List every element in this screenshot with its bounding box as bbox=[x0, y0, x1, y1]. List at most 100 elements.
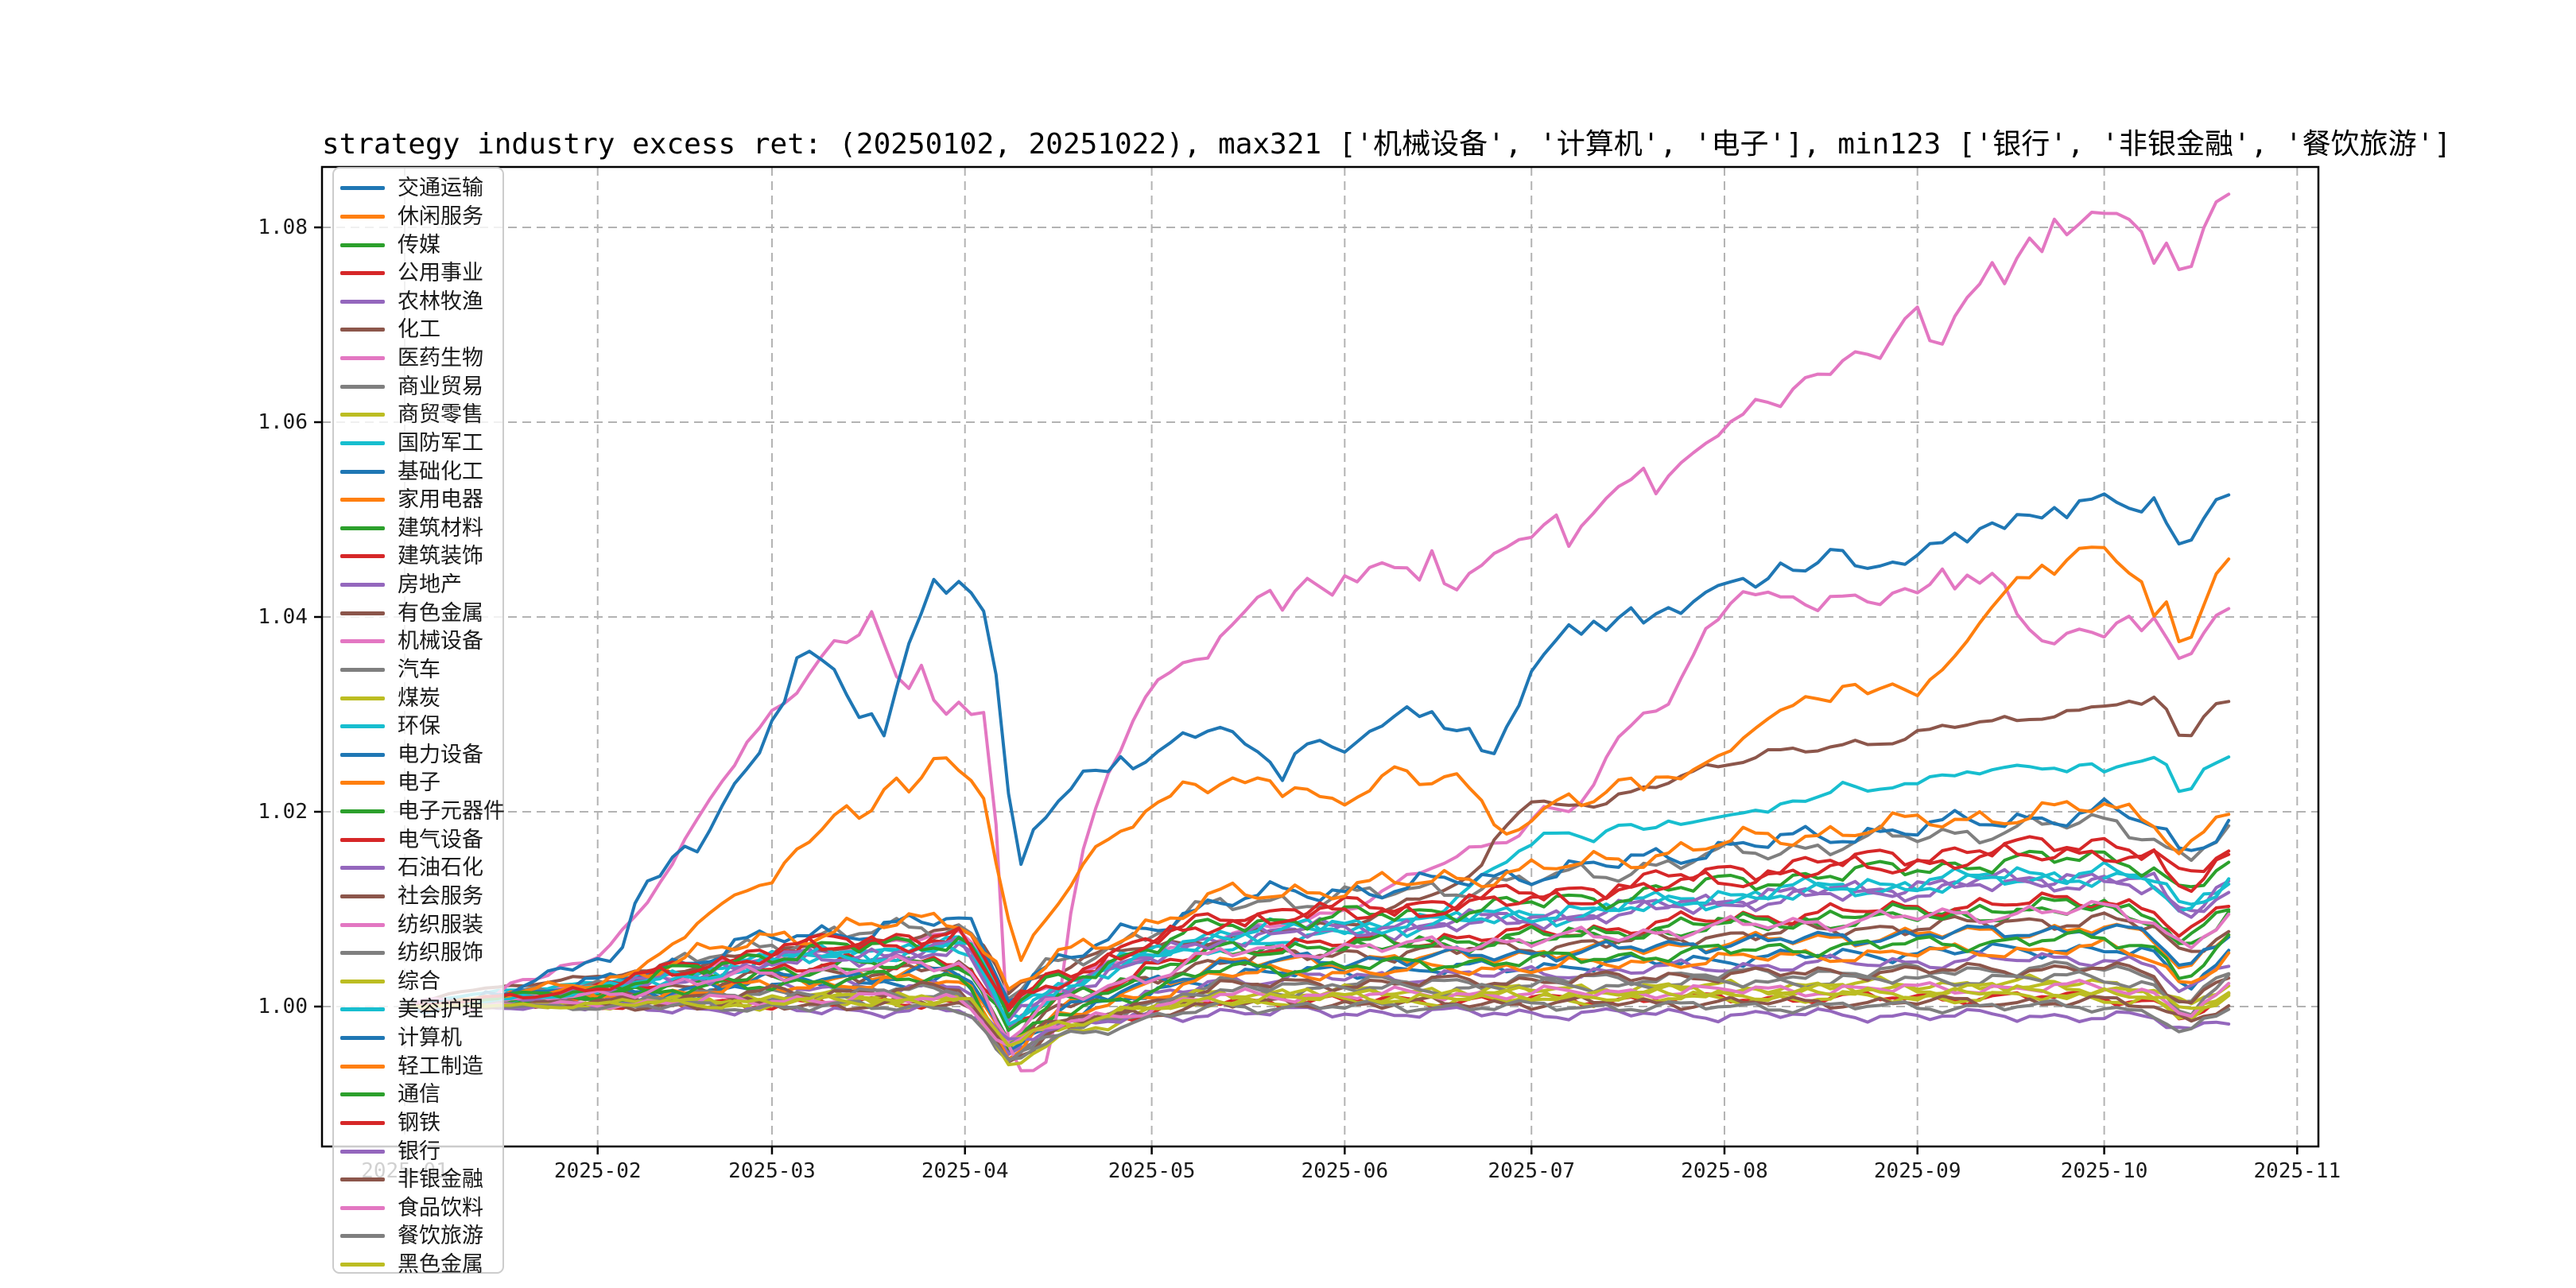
legend-line-sample-石油石化 bbox=[340, 866, 385, 871]
legend-item-食品饮料: 食品饮料 bbox=[334, 1194, 502, 1223]
legend-line-sample-机械设备 bbox=[340, 639, 385, 644]
legend-label: 综合 bbox=[398, 968, 440, 994]
y-tick-label-1.04: 1.04 bbox=[258, 605, 308, 629]
legend-item-黑色金属: 黑色金属 bbox=[334, 1251, 502, 1279]
legend-label: 医药生物 bbox=[398, 346, 483, 371]
x-tick-label-2025-03: 2025-03 bbox=[728, 1159, 816, 1183]
series-line-美容护理 bbox=[409, 860, 2231, 1026]
legend-line-sample-基础化工 bbox=[340, 469, 385, 474]
series-line-黑色金属 bbox=[409, 984, 2231, 1048]
x-tick-label-2025-04: 2025-04 bbox=[921, 1159, 1009, 1183]
legend-line-sample-建筑装饰 bbox=[340, 554, 385, 559]
x-tick-label-2025-11: 2025-11 bbox=[2253, 1159, 2341, 1183]
legend-item-计算机: 计算机 bbox=[334, 1024, 502, 1053]
legend-line-sample-纺织服装 bbox=[340, 922, 385, 927]
legend-label: 轻工制造 bbox=[398, 1053, 483, 1079]
legend-item-非银金融: 非银金融 bbox=[334, 1166, 502, 1194]
legend-line-sample-交通运输 bbox=[340, 186, 385, 191]
legend-item-有色金属: 有色金属 bbox=[334, 599, 502, 627]
legend-label: 化工 bbox=[398, 317, 440, 343]
legend-label: 美容护理 bbox=[398, 997, 483, 1022]
legend-item-电子: 电子 bbox=[334, 769, 502, 797]
legend-label: 商业贸易 bbox=[398, 374, 483, 399]
series-line-化工 bbox=[409, 911, 2231, 1051]
legend-item-银行: 银行 bbox=[334, 1137, 502, 1166]
legend-line-sample-建筑材料 bbox=[340, 526, 385, 530]
legend-line-sample-国防军工 bbox=[340, 440, 385, 445]
legend-item-餐饮旅游: 餐饮旅游 bbox=[334, 1222, 502, 1251]
legend-label: 电气设备 bbox=[398, 827, 483, 852]
legend-label: 建筑装饰 bbox=[398, 544, 483, 569]
legend-label: 农林牧渔 bbox=[398, 289, 483, 314]
x-tick-label-2025-10: 2025-10 bbox=[2060, 1159, 2148, 1183]
legend-item-电子元器件: 电子元器件 bbox=[334, 797, 505, 826]
legend-item-建筑材料: 建筑材料 bbox=[334, 514, 502, 543]
legend-line-sample-综合 bbox=[340, 979, 385, 983]
legend-label: 基础化工 bbox=[398, 459, 483, 484]
legend-line-sample-公用事业 bbox=[340, 271, 385, 276]
legend-label: 环保 bbox=[398, 714, 440, 739]
legend-item-房地产: 房地产 bbox=[334, 571, 502, 599]
legend-line-sample-通信 bbox=[340, 1092, 385, 1097]
series-line-钢铁 bbox=[409, 843, 2231, 1008]
legend-line-sample-餐饮旅游 bbox=[340, 1234, 385, 1239]
legend-label: 有色金属 bbox=[398, 600, 483, 626]
legend-label: 房地产 bbox=[398, 572, 462, 598]
legend-item-商业贸易: 商业贸易 bbox=[334, 372, 502, 401]
legend-item-机械设备: 机械设备 bbox=[334, 627, 502, 656]
x-tick-label-2025-02: 2025-02 bbox=[553, 1159, 642, 1183]
legend-item-社会服务: 社会服务 bbox=[334, 883, 502, 911]
legend-label: 电子元器件 bbox=[398, 799, 505, 824]
legend-item-综合: 综合 bbox=[334, 968, 502, 996]
legend-item-国防军工: 国防军工 bbox=[334, 429, 502, 458]
legend-line-sample-商业贸易 bbox=[340, 384, 385, 389]
legend-label: 国防军工 bbox=[398, 430, 483, 456]
legend-item-纺织服装: 纺织服装 bbox=[334, 910, 502, 939]
legend-label: 食品饮料 bbox=[398, 1195, 483, 1220]
legend-line-sample-休闲服务 bbox=[340, 214, 385, 219]
legend-line-sample-电气设备 bbox=[340, 837, 385, 842]
legend-line-sample-黑色金属 bbox=[340, 1263, 385, 1267]
legend-line-sample-银行 bbox=[340, 1149, 385, 1154]
legend-line-sample-传媒 bbox=[340, 242, 385, 247]
legend-item-环保: 环保 bbox=[334, 712, 502, 741]
series-line-机械设备 bbox=[409, 192, 2231, 1073]
x-tick-label-2025-05: 2025-05 bbox=[1108, 1159, 1196, 1183]
legend-item-钢铁: 钢铁 bbox=[334, 1109, 502, 1138]
legend-line-sample-社会服务 bbox=[340, 894, 385, 898]
legend-line-sample-电力设备 bbox=[340, 752, 385, 757]
legend-item-化工: 化工 bbox=[334, 316, 502, 344]
legend-line-sample-纺织服饰 bbox=[340, 951, 385, 956]
legend-line-sample-计算机 bbox=[340, 1036, 385, 1041]
legend-label: 非银金融 bbox=[398, 1167, 483, 1193]
series-line-纺织服饰 bbox=[409, 970, 2231, 1063]
legend-label: 电子 bbox=[398, 770, 440, 796]
legend-line-sample-商贸零售 bbox=[340, 413, 385, 417]
legend-item-电气设备: 电气设备 bbox=[334, 825, 502, 854]
legend-label: 纺织服饰 bbox=[398, 941, 483, 966]
y-tick-label-1.00: 1.00 bbox=[258, 995, 308, 1018]
chart-title: strategy industry excess ret: (20250102,… bbox=[322, 128, 2451, 161]
legend-line-sample-钢铁 bbox=[340, 1120, 385, 1125]
legend-label: 社会服务 bbox=[398, 883, 483, 909]
legend-label: 机械设备 bbox=[398, 629, 483, 654]
legend-item-基础化工: 基础化工 bbox=[334, 457, 502, 486]
series-line-银行 bbox=[409, 1001, 2231, 1042]
legend-label: 石油石化 bbox=[398, 855, 483, 881]
legend-line-sample-化工 bbox=[340, 328, 385, 332]
legend-line-sample-轻工制造 bbox=[340, 1064, 385, 1069]
series-line-电子 bbox=[409, 545, 2231, 1013]
legend-line-sample-汽车 bbox=[340, 667, 385, 672]
x-tick-label-2025-07: 2025-07 bbox=[1488, 1159, 1576, 1183]
legend-item-家用电器: 家用电器 bbox=[334, 486, 502, 514]
legend-line-sample-电子 bbox=[340, 781, 385, 786]
legend-line-sample-有色金属 bbox=[340, 611, 385, 615]
legend-item-电力设备: 电力设备 bbox=[334, 741, 502, 770]
x-tick-label-2025-08: 2025-08 bbox=[1681, 1159, 1768, 1183]
legend-item-公用事业: 公用事业 bbox=[334, 259, 502, 288]
legend-label: 公用事业 bbox=[398, 261, 483, 286]
legend-label: 煤炭 bbox=[398, 685, 440, 711]
legend-item-轻工制造: 轻工制造 bbox=[334, 1052, 502, 1080]
series-line-纺织服装 bbox=[409, 899, 2231, 1042]
